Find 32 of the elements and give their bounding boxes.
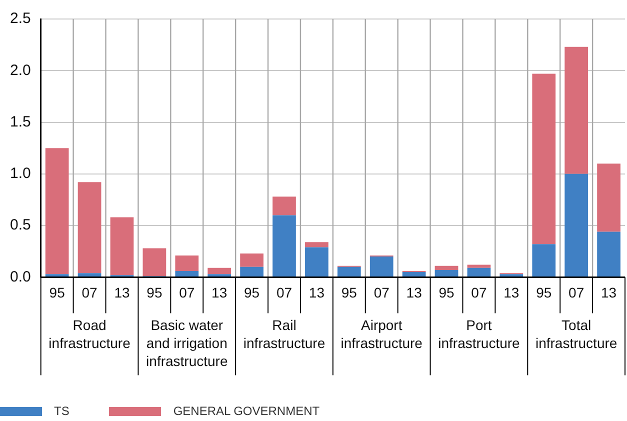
y-tick-label: 1.0 — [10, 165, 31, 182]
x-tick-label: 13 — [504, 284, 520, 300]
x-tick-label: 95 — [244, 284, 260, 300]
legend-label: GENERAL GOVERNMENT — [173, 404, 320, 418]
y-tick-label: 0.5 — [10, 216, 31, 234]
x-tick-label: 07 — [568, 284, 584, 300]
text: Rail infrastructure — [243, 317, 326, 352]
x-tick-label: 13 — [308, 284, 325, 300]
legend-label: TS — [54, 404, 70, 418]
x-tick-label: 13 — [114, 284, 130, 300]
text: Total infrastructure — [535, 317, 618, 352]
text: Basic water and irrigation infrastructure — [146, 317, 228, 370]
y-tick-label: 0.0 — [10, 268, 31, 286]
x-tick-label: 07 — [471, 284, 487, 300]
text: Port infrastructure — [438, 317, 520, 352]
x-tick-label: 95 — [536, 284, 552, 300]
y-tick-label: 2.0 — [10, 62, 31, 79]
x-tick-label: 07 — [82, 284, 98, 300]
x-tick-label: 95 — [341, 284, 358, 300]
text: Airport infrastructure — [340, 317, 423, 352]
x-tick-label: 95 — [49, 284, 66, 300]
x-tick-label: 13 — [212, 284, 228, 300]
x-tick-label: 13 — [406, 284, 422, 300]
x-tick-label: 07 — [179, 284, 195, 300]
x-tick-label: 07 — [374, 284, 390, 300]
x-tick-label: 95 — [438, 284, 455, 300]
y-tick-label: 1.5 — [10, 113, 31, 130]
x-tick-label: 13 — [600, 284, 617, 300]
x-tick-label: 95 — [146, 284, 162, 300]
text: Road infrastructure — [48, 317, 131, 352]
y-tick-label: 2.5 — [10, 10, 31, 28]
x-tick-label: 07 — [276, 284, 292, 300]
